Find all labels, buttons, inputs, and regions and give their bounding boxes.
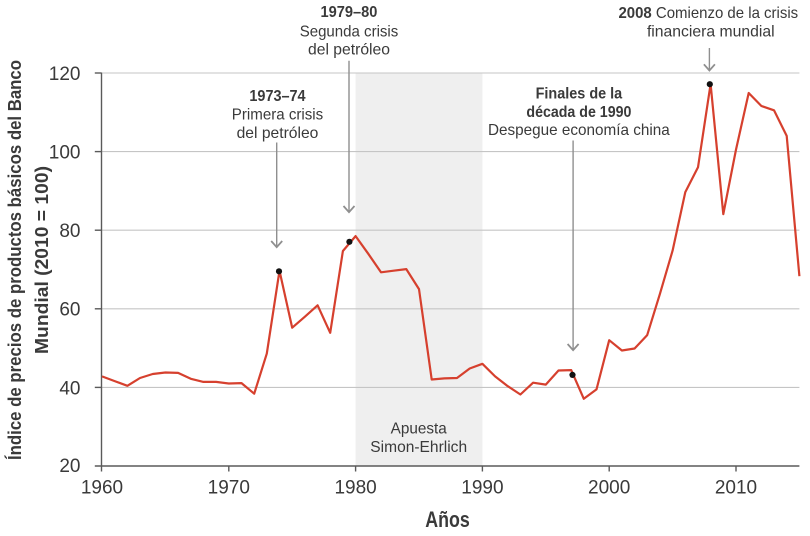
svg-text:20: 20 bbox=[59, 456, 80, 477]
svg-text:1973–74: 1973–74 bbox=[249, 88, 305, 105]
svg-text:1979–80: 1979–80 bbox=[321, 4, 378, 21]
svg-text:80: 80 bbox=[59, 221, 80, 242]
svg-text:100: 100 bbox=[49, 143, 81, 164]
svg-text:financiera mundial: financiera mundial bbox=[647, 23, 775, 40]
svg-text:Despegue economía china: Despegue economía china bbox=[488, 122, 670, 139]
svg-text:1990: 1990 bbox=[461, 477, 503, 498]
svg-text:60: 60 bbox=[59, 300, 80, 321]
svg-text:2010: 2010 bbox=[715, 477, 757, 498]
svg-text:Simon-Ehrlich: Simon-Ehrlich bbox=[370, 439, 467, 456]
svg-text:1980: 1980 bbox=[334, 477, 376, 498]
svg-text:1960: 1960 bbox=[81, 477, 123, 498]
svg-text:2000: 2000 bbox=[588, 477, 630, 498]
svg-text:120: 120 bbox=[49, 64, 81, 85]
svg-text:Apuesta: Apuesta bbox=[391, 420, 447, 437]
svg-text:década de 1990: década de 1990 bbox=[526, 104, 631, 121]
svg-text:Finales de la: Finales de la bbox=[536, 85, 623, 102]
svg-text:del petróleo: del petróleo bbox=[308, 42, 390, 59]
svg-text:Mundial (2010 = 100): Mundial (2010 = 100) bbox=[32, 166, 52, 354]
svg-text:1970: 1970 bbox=[208, 477, 250, 498]
svg-text:2008 Comienzo de la crisis: 2008 Comienzo de la crisis bbox=[618, 5, 798, 22]
svg-text:Índice de precios de productos: Índice de precios de productos básicos d… bbox=[4, 60, 25, 460]
svg-text:40: 40 bbox=[59, 378, 80, 399]
svg-text:Primera crisis: Primera crisis bbox=[232, 107, 323, 124]
svg-text:Años: Años bbox=[425, 507, 470, 532]
svg-text:Segunda crisis: Segunda crisis bbox=[300, 23, 399, 40]
svg-text:del petróleo: del petróleo bbox=[237, 125, 319, 142]
